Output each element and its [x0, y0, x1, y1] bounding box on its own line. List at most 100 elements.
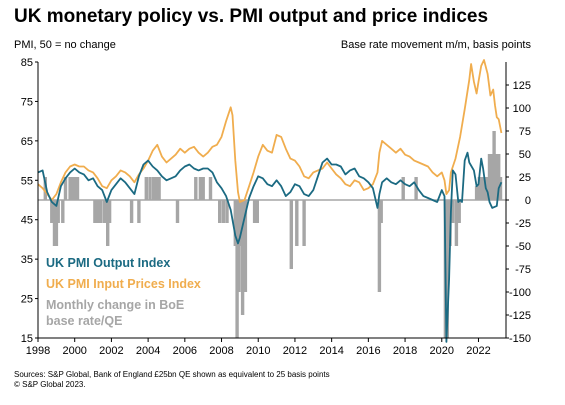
policy-bar: [107, 200, 112, 223]
sources-note: Sources: S&P Global, Bank of England £25…: [14, 370, 330, 390]
legend-prices: UK PMI Input Prices Index: [46, 277, 201, 291]
policy-bar: [243, 200, 248, 292]
policy-bar: [414, 177, 418, 200]
policy-bar: [302, 200, 306, 246]
x-tick-label: 2000: [62, 345, 86, 357]
policy-bar: [148, 177, 152, 200]
policy-bar: [61, 200, 65, 223]
right-tick-label: 75: [519, 126, 531, 138]
policy-bar: [157, 177, 161, 200]
x-tick-label: 2004: [136, 345, 160, 357]
policy-bar: [52, 200, 57, 246]
policy-bar: [454, 200, 459, 246]
policy-bar: [198, 177, 203, 200]
left-tick-label: 45: [21, 215, 33, 227]
policy-bar: [98, 200, 103, 223]
right-tick-label: -75: [515, 264, 531, 276]
right-axis-label: Base rate movement m/m, basis points: [340, 39, 531, 51]
copyright-line: © S&P Global 2023.: [14, 380, 86, 389]
policy-bar: [492, 131, 496, 200]
x-tick-label: 2022: [466, 345, 490, 357]
policy-bar: [225, 200, 229, 223]
policy-bar: [68, 177, 72, 200]
policy-bar: [154, 177, 159, 200]
policy-bar: [75, 177, 80, 200]
policy-bar: [54, 200, 59, 246]
policy-bar: [487, 154, 492, 200]
policy-bar: [43, 177, 47, 200]
right-tick-label: -25: [515, 218, 531, 230]
policy-bar: [201, 177, 205, 200]
policy-bar: [194, 177, 198, 200]
policy-bar: [237, 200, 241, 292]
policy-bar: [218, 200, 222, 223]
right-tick-label: 100: [513, 103, 531, 115]
right-tick-label: 50: [519, 149, 531, 161]
policy-bar: [289, 200, 293, 269]
policy-bar: [498, 177, 503, 200]
x-tick-label: 2006: [173, 345, 197, 357]
policy-bar: [175, 200, 180, 223]
policy-bar: [233, 200, 237, 246]
policy-bar: [208, 177, 213, 200]
policy-bar: [137, 200, 141, 223]
policy-bar: [401, 177, 405, 200]
policy-bar: [73, 177, 78, 200]
policy-bar: [93, 200, 97, 223]
policy-bar: [104, 200, 108, 223]
left-tick-label: 55: [21, 175, 33, 187]
prices-line: [37, 59, 503, 203]
x-tick-label: 2014: [319, 345, 343, 357]
right-tick-label: 0: [525, 195, 531, 207]
x-tick-label: 2018: [393, 345, 417, 357]
x-tick-label: 2002: [99, 345, 123, 357]
chart-title: UK monetary policy vs. PMI output and pr…: [14, 6, 489, 27]
policy-bar: [129, 200, 134, 223]
legend-output: UK PMI Output Index: [46, 256, 171, 270]
left-tick-label: 75: [21, 96, 33, 108]
policy-bar: [71, 177, 75, 200]
policy-bar: [494, 154, 498, 200]
policy-bar: [106, 200, 110, 246]
left-tick-label: 85: [21, 57, 33, 69]
policy-bar: [497, 154, 501, 200]
policy-bar: [379, 200, 383, 223]
x-tick-label: 2012: [283, 345, 307, 357]
policy-bar: [295, 200, 299, 246]
policy-bar: [102, 200, 106, 223]
policy-bar: [255, 200, 259, 223]
policy-bar: [63, 177, 68, 200]
policy-bar: [151, 177, 156, 200]
x-tick-label: 2016: [356, 345, 380, 357]
policy-bar: [377, 200, 382, 292]
left-tick-label: 15: [21, 333, 33, 345]
policy-bar: [252, 200, 257, 223]
right-tick-label: 25: [519, 172, 531, 184]
left-tick-label: 65: [21, 136, 33, 148]
right-tick-label: 125: [513, 80, 531, 92]
right-tick-label: -150: [509, 333, 531, 345]
x-tick-label: 2020: [430, 345, 454, 357]
left-tick-label: 35: [21, 254, 33, 266]
policy-bar: [239, 200, 243, 246]
right-tick-label: -50: [515, 241, 531, 253]
policy-bar: [445, 200, 449, 338]
policy-bar: [474, 186, 479, 200]
policy-bar: [457, 200, 461, 223]
policy-bar: [482, 177, 486, 200]
policy-bar: [235, 200, 239, 338]
policy-bar: [479, 177, 483, 200]
right-tick-label: -100: [509, 287, 531, 299]
x-tick-label: 2008: [209, 345, 233, 357]
left-tick-label: 25: [21, 294, 33, 306]
policy-bar: [221, 200, 226, 223]
policy-bar: [95, 200, 100, 223]
policy-bar: [144, 177, 148, 200]
policy-bar: [490, 154, 494, 200]
left-axis-label: PMI, 50 = no change: [14, 39, 116, 51]
x-tick-label: 1998: [26, 345, 50, 357]
right-tick-label: -125: [509, 310, 531, 322]
policy-bar: [56, 200, 60, 223]
